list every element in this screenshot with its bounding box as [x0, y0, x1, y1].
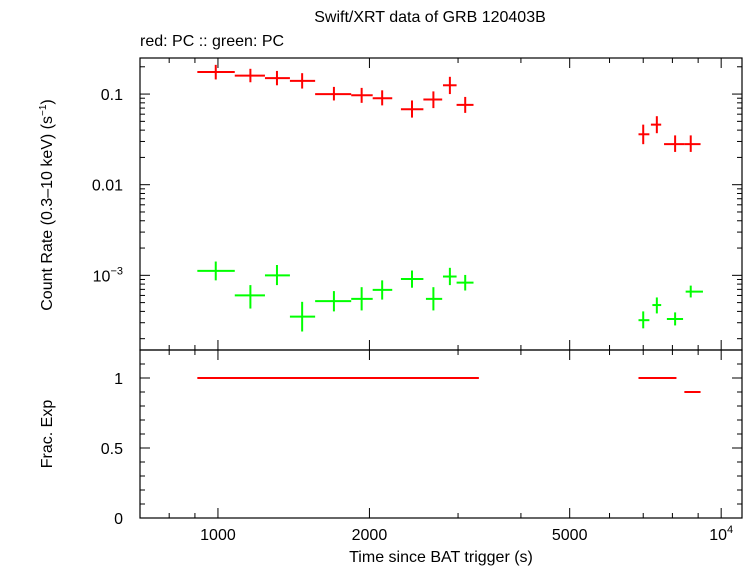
- data-point: [400, 270, 424, 288]
- chart-title: Swift/XRT data of GRB 120403B: [314, 9, 546, 26]
- chart-subtitle: red: PC :: green: PC: [140, 33, 284, 50]
- y-tick-label: 0.1: [101, 87, 123, 104]
- data-point: [234, 68, 265, 83]
- data-point: [372, 280, 393, 300]
- count-rate-axis-label: Count Rate (0.3–10 keV) (s−1): [38, 99, 56, 311]
- data-point: [442, 267, 457, 286]
- data-point: [372, 90, 393, 106]
- data-point: [315, 86, 352, 101]
- data-point: [400, 100, 424, 118]
- frac-exp-axis-label: Frac. Exp: [39, 400, 56, 469]
- x-tick-label: 104: [709, 524, 733, 544]
- time-axis-label: Time since BAT trigger (s): [349, 549, 533, 566]
- y-tick-label: 1: [114, 371, 123, 388]
- x-tick-label: 2000: [352, 527, 388, 544]
- data-point: [234, 285, 265, 309]
- data-point: [197, 64, 235, 80]
- x-tick-label: 1000: [200, 527, 236, 544]
- x-tick-label: 5000: [552, 527, 588, 544]
- data-point: [652, 297, 662, 314]
- data-point: [423, 91, 443, 109]
- frac-exp-plot-frame: [139, 349, 743, 519]
- count-rate-plot-frame: [139, 57, 743, 351]
- y-tick-label: 0: [114, 511, 123, 528]
- data-point: [264, 70, 290, 86]
- data-point: [197, 261, 235, 281]
- data-point: [315, 291, 352, 312]
- y-tick-label: 10−3: [93, 265, 123, 285]
- data-point: [638, 124, 650, 145]
- y-tick-label: 0.5: [101, 441, 123, 458]
- data-point: [456, 96, 474, 113]
- y-tick-label: 0.01: [92, 178, 123, 195]
- data-point: [289, 73, 316, 89]
- data-point: [685, 285, 703, 298]
- count-rate-panel: 0.1 0.01 10−3 Count Rate (0.3–10 keV) (s−1…: [38, 57, 743, 351]
- data-point: [638, 311, 650, 329]
- data-point: [442, 76, 457, 95]
- data-point: [664, 135, 685, 152]
- data-point: [351, 87, 373, 103]
- data-point: [666, 312, 684, 326]
- data-point: [264, 265, 290, 286]
- data-point: [456, 274, 474, 291]
- fractional-exposure-panel: 1000 2000 5000 104 0 0.5 1 Frac. Exp Time sinc…: [39, 349, 743, 566]
- data-point: [684, 135, 701, 152]
- data-point: [351, 287, 373, 311]
- data-point: [425, 287, 443, 311]
- data-point: [289, 301, 316, 332]
- data-point: [650, 116, 662, 134]
